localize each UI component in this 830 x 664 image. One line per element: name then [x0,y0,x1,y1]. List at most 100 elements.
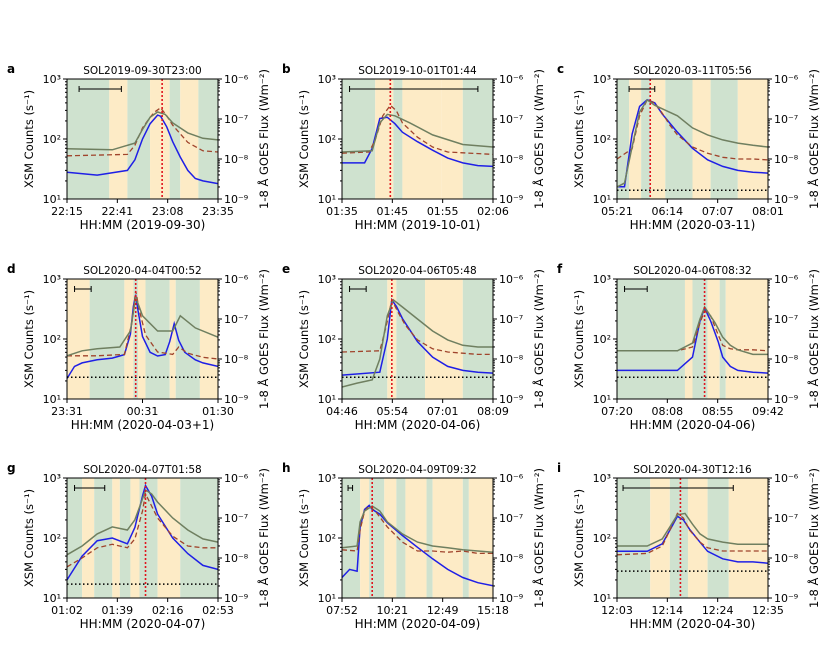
x-tick-label: 04:46 [326,405,358,418]
panel-title: SOL2019-10-01T01:44 [358,65,477,77]
x-tick-label: 01:45 [376,205,408,218]
x-tick-label: 05:54 [376,405,408,418]
x-tick-label: 01:35 [326,205,358,218]
band-green [617,279,685,399]
right-tick-label: 10⁻⁹ [499,193,523,206]
x-tick-label: 08:55 [702,405,734,418]
panel-title: SOL2019-09-30T23:00 [83,65,201,77]
x-tick-label: 08:08 [651,405,683,418]
x-tick-label: 09:42 [752,405,784,418]
right-tick-label: 10⁻⁹ [224,592,248,605]
right-tick-label: 10⁻⁹ [774,393,798,406]
left-tick-label: 10¹ [318,393,336,406]
series-xsm [617,515,768,564]
band-orange [360,478,370,598]
band-orange [150,79,170,199]
left-tick-label: 10³ [318,472,336,485]
band-green [67,478,83,598]
left-tick-label: 10³ [593,273,611,286]
left-tick-label: 10¹ [593,592,611,605]
x-axis-label: HH:MM (2020-04-06) [630,418,756,432]
band-green [669,478,688,598]
panel-letter: g [7,461,16,475]
series-background [342,298,493,388]
band-orange [650,478,670,598]
left-tick-label: 10² [43,532,61,545]
series-xsm [67,114,218,185]
x-tick-label: 12:24 [702,604,734,617]
left-tick-label: 10² [318,133,336,146]
panel-letter: h [282,461,291,475]
band-orange [650,79,666,199]
series-xsm [617,305,768,374]
right-tick-label: 10⁻⁸ [224,552,249,565]
band-green [426,478,433,598]
right-tick-label: 10⁻⁷ [224,512,248,525]
right-tick-label: 10⁻⁹ [499,592,523,605]
left-tick-label: 10² [593,532,611,545]
x-tick-label: 12:49 [427,604,459,617]
series-background [67,111,218,151]
panel-letter: d [7,262,16,276]
right-tick-label: 10⁻⁸ [774,552,799,565]
band-green [342,478,361,598]
series-goes [67,491,218,568]
panel-a: 10¹ 10² 10³ 10⁻⁹ 10⁻⁸ 10⁻⁷ 10⁻⁶ 22:15 22:41 23:08… [7,62,271,232]
left-tick-label: 10¹ [318,592,336,605]
right-axis-label: 1-8 Å GOES Flux (Wm⁻²) [531,269,546,409]
left-tick-label: 10¹ [43,193,61,206]
series-goes [67,106,218,157]
panel-h: 10¹ 10² 10³ 10⁻⁹ 10⁻⁸ 10⁻⁷ 10⁻⁶ 07:52 10:21 12:49… [282,461,546,631]
right-tick-label: 10⁻⁶ [499,273,524,286]
band-orange [725,279,768,399]
band-orange [137,279,146,399]
right-tick-label: 10⁻⁷ [499,313,523,326]
left-tick-label: 10³ [318,273,336,286]
panel-letter: c [557,62,564,76]
left-tick-label: 10¹ [43,592,61,605]
x-tick-label: 22:41 [101,205,133,218]
band-green [617,79,630,199]
band-orange [728,478,768,598]
panel-title: SOL2020-04-07T01:58 [83,464,201,476]
series-xsm [617,98,768,188]
right-tick-label: 10⁻⁷ [499,512,523,525]
x-axis-label: HH:MM (2020-03-11) [630,218,756,232]
left-tick-label: 10² [593,133,611,146]
band-orange [468,478,493,598]
panel-d: 10¹ 10² 10³ 10⁻⁹ 10⁻⁸ 10⁻⁷ 10⁻⁶ 23:31 00:31 01:30… [7,262,271,432]
panel-b: 10¹ 10² 10³ 10⁻⁹ 10⁻⁸ 10⁻⁷ 10⁻⁶ 01:35 01:45 01:55… [282,62,546,232]
right-tick-label: 10⁻⁸ [774,153,799,166]
right-tick-label: 10⁻⁹ [774,592,798,605]
band-orange [180,79,199,199]
left-tick-label: 10¹ [593,193,611,206]
right-tick-label: 10⁻⁶ [774,73,799,86]
left-tick-label: 10² [43,333,61,346]
left-tick-label: 10² [318,532,336,545]
band-orange [112,478,120,598]
band-orange [402,79,442,199]
right-tick-label: 10⁻⁹ [499,393,523,406]
x-axis-label: HH:MM (2019-09-30) [80,218,206,232]
x-tick-label: 10:21 [376,604,408,617]
right-tick-label: 10⁻⁸ [499,353,524,366]
panel-letter: a [7,62,15,76]
right-axis-label: 1-8 Å GOES Flux (Wm⁻²) [806,468,821,608]
left-axis-label: XSM Counts (s⁻¹) [297,90,311,188]
series-xsm [342,504,493,587]
band-orange [375,79,394,199]
band-green [342,79,376,199]
x-tick-label: 12:03 [601,604,633,617]
band-green [462,279,493,399]
left-tick-label: 10³ [43,472,61,485]
left-axis-label: XSM Counts (s⁻¹) [572,290,586,388]
right-tick-label: 10⁻⁹ [774,193,798,206]
panel-title: SOL2020-04-06T05:48 [358,265,476,277]
band-orange [425,279,463,399]
series-background [617,305,768,356]
x-tick-label: 06:14 [651,205,683,218]
left-tick-label: 10¹ [43,393,61,406]
right-tick-label: 10⁻⁶ [224,273,249,286]
panel-title: SOL2020-04-04T00:52 [83,265,201,277]
